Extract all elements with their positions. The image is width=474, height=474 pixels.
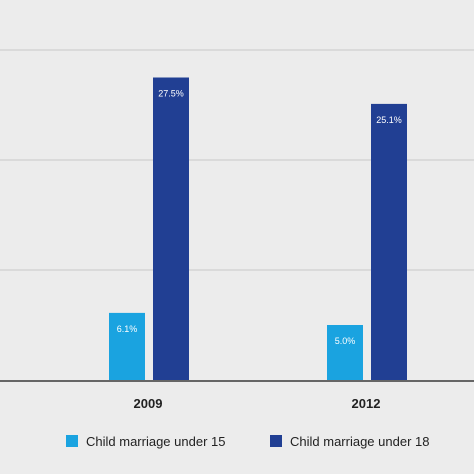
bar-series0-2009 <box>109 312 145 380</box>
x-tick-label-2012: 2012 <box>352 396 381 411</box>
legend-swatch-series0 <box>66 435 78 447</box>
x-tick-label-2009: 2009 <box>134 396 163 411</box>
data-label-series0-2012: 5.0% <box>335 336 356 346</box>
x-tick-labels: 2009 2012 <box>134 396 381 411</box>
bar-series1-2009 <box>153 77 189 380</box>
bar-series0-2012 <box>327 325 363 380</box>
bars: 6.1% 5.0% 27.5% 25.1% <box>109 77 407 381</box>
legend: Child marriage under 15 Child marriage un… <box>66 434 429 449</box>
legend-label-series0: Child marriage under 15 <box>86 434 225 449</box>
data-label-series0-2009: 6.1% <box>117 324 138 334</box>
legend-label-series1: Child marriage under 18 <box>290 434 429 449</box>
data-label-series1-2009: 27.5% <box>158 89 184 99</box>
data-label-series1-2012: 25.1% <box>376 115 402 125</box>
legend-swatch-series1 <box>270 435 282 447</box>
bar-series1-2012 <box>371 103 407 381</box>
